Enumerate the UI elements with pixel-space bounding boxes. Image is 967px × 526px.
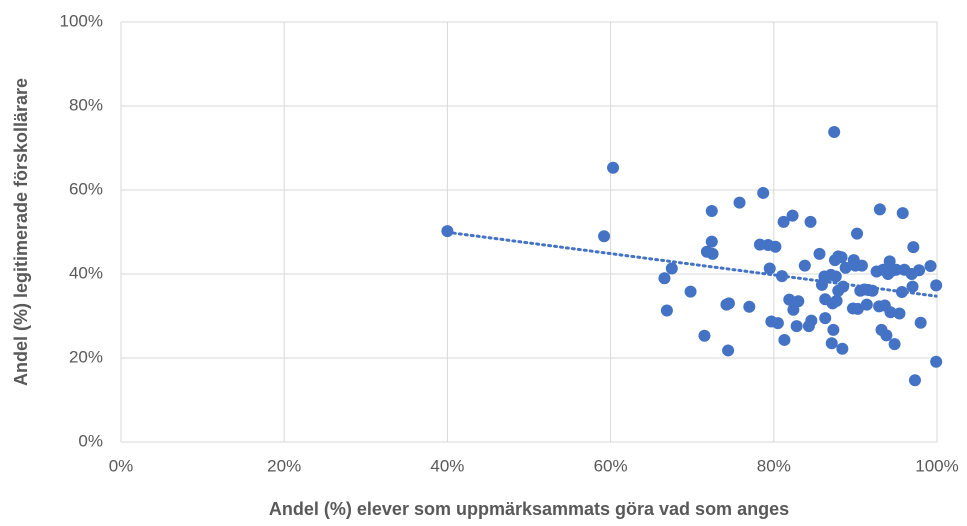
y-tick-label: 40% <box>69 263 103 282</box>
point <box>930 355 943 368</box>
point <box>733 196 746 209</box>
point <box>837 280 850 293</box>
point <box>907 241 920 254</box>
point <box>830 294 843 307</box>
point <box>705 235 718 248</box>
y-tick-label: 80% <box>69 95 103 114</box>
point <box>896 207 909 220</box>
point <box>763 262 776 275</box>
point <box>705 205 718 217</box>
x-tick-label: 20% <box>267 456 301 475</box>
point <box>873 203 886 216</box>
point <box>804 215 817 228</box>
point <box>778 333 791 346</box>
point <box>829 270 842 283</box>
point <box>757 186 770 199</box>
point <box>684 285 697 298</box>
point <box>722 297 735 310</box>
point <box>839 261 852 274</box>
x-tick-label: 60% <box>594 456 628 475</box>
point <box>743 300 756 313</box>
point <box>825 337 838 350</box>
point <box>783 293 796 306</box>
y-tick-label: 0% <box>78 431 103 450</box>
point <box>786 209 799 222</box>
point <box>893 307 906 320</box>
point <box>888 338 901 351</box>
point <box>828 126 841 139</box>
point <box>855 259 868 272</box>
point <box>924 260 937 273</box>
point <box>722 344 735 357</box>
point <box>607 161 620 174</box>
point <box>827 323 840 336</box>
point <box>660 304 673 317</box>
point <box>851 302 864 315</box>
point <box>792 295 805 308</box>
x-axis-title: Andel (%) elever som uppmärksammats göra… <box>269 499 789 519</box>
point <box>771 317 784 330</box>
point <box>658 272 671 285</box>
point <box>769 240 782 253</box>
point <box>835 251 848 264</box>
point <box>798 259 811 272</box>
point <box>706 247 719 260</box>
point <box>819 312 832 325</box>
point <box>790 320 803 333</box>
point <box>665 262 678 275</box>
y-axis-title: Andel (%) legitimerade förskollärare <box>11 78 31 386</box>
point <box>598 230 611 243</box>
point <box>906 280 919 293</box>
point <box>836 342 849 355</box>
point <box>908 374 921 387</box>
trendline <box>445 230 938 298</box>
point <box>698 329 711 342</box>
point <box>930 279 943 292</box>
point <box>860 298 873 311</box>
x-tick-label: 40% <box>430 456 464 475</box>
point <box>805 314 818 327</box>
x-tick-label: 0% <box>109 456 134 475</box>
point <box>914 316 927 329</box>
y-tick-label: 20% <box>69 347 103 366</box>
x-tick-label: 80% <box>757 456 791 475</box>
y-tick-label: 60% <box>69 179 103 198</box>
point <box>880 329 893 342</box>
point <box>851 227 864 240</box>
x-tick-label: 100% <box>915 456 958 475</box>
point <box>777 215 790 228</box>
point <box>883 255 896 268</box>
point <box>813 247 826 260</box>
point <box>884 306 897 319</box>
point <box>913 264 926 277</box>
y-tick-label: 100% <box>60 11 103 30</box>
